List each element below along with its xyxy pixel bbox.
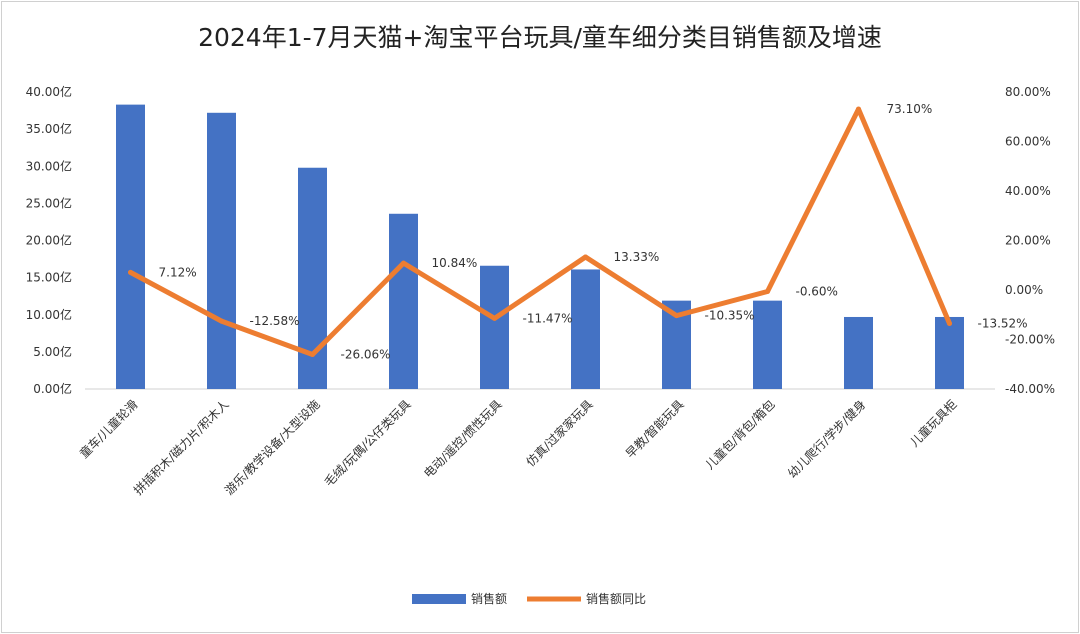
growth-point [310,351,315,357]
growth-point [219,318,224,324]
sales-bar [753,300,782,389]
growth-line [128,106,952,357]
growth-data-label: -11.47% [523,311,573,325]
growth-point [583,254,588,260]
growth-point [765,288,770,294]
growth-point [401,260,406,266]
sales-bar [571,269,600,389]
right-y-tick-label: -40.00% [1005,382,1055,396]
left-y-tick-label: 0.00亿 [33,381,72,396]
category-label: 游乐/教学设备/大型设施 [221,397,322,498]
growth-data-label: -26.06% [341,347,391,361]
right-y-tick-label: -20.00% [1005,333,1055,347]
category-label: 幼儿爬行/学步/健身 [784,397,868,481]
right-y-tick-label: 40.00% [1005,184,1051,198]
sales-bar [116,104,145,389]
left-y-tick-label: 10.00亿 [26,307,72,322]
left-y-tick-label: 15.00亿 [26,270,72,285]
right-y-tick-label: 80.00% [1005,85,1051,99]
growth-data-label: -13.52% [978,316,1028,330]
category-label: 毛绒/玩偶/公仔类玩具 [322,397,414,489]
growth-data-label: -12.58% [250,314,300,328]
growth-data-label: 73.10% [887,102,933,116]
legend: 销售额 销售额同比 [412,591,646,606]
right-y-tick-label: 0.00% [1005,283,1043,297]
bar-series [116,104,964,389]
category-label: 儿童包/背包/箱包 [702,397,778,473]
category-label: 童车/儿童轮滑 [76,397,140,461]
sales-bar [844,316,873,389]
category-label: 儿童玩具柜 [907,397,960,450]
legend-swatch-sales [412,594,466,604]
chart-title: 2024年1-7月天猫+淘宝平台玩具/童车细分类目销售额及增速 [198,23,882,52]
growth-point [947,320,952,326]
growth-data-label: -0.60% [796,284,838,298]
right-y-tick-label: 20.00% [1005,234,1051,248]
sales-bar [935,316,964,389]
growth-data-label: -10.35% [705,309,755,323]
left-y-tick-label: 35.00亿 [26,121,72,136]
category-label: 电动/遥控/惯性玩具 [420,397,504,481]
growth-point [492,315,497,321]
category-label: 拼插积木/磁力片/积木人 [130,397,231,498]
growth-point [674,313,679,319]
line-series [128,106,952,357]
legend-label-sales: 销售额 [471,591,507,606]
data-labels: 7.12% -12.58% -26.06% 10.84% -11.47% 13.33% -1… [159,102,1028,361]
category-label: 仿真/过家家玩具 [523,397,596,470]
growth-point [128,269,133,275]
growth-data-label: 13.33% [614,250,660,264]
legend-label-growth: 销售额同比 [586,591,646,606]
growth-point [856,106,861,112]
left-y-tick-label: 30.00亿 [26,158,72,173]
left-y-tick-label: 5.00亿 [33,344,72,359]
left-y-tick-label: 25.00亿 [26,195,72,210]
sales-bar [389,213,418,389]
growth-data-label: 7.12% [159,265,197,279]
left-y-tick-label: 20.00亿 [26,233,72,248]
sales-bar [207,112,236,389]
growth-data-label: 10.84% [432,256,478,270]
sales-bar [480,265,509,389]
category-label: 早教/智能玩具 [622,397,686,461]
right-y-tick-label: 60.00% [1005,135,1051,149]
axes: 0.00亿 5.00亿 10.00亿 15.00亿 20.00亿 25.00亿 30.00亿… [26,84,1055,396]
left-y-tick-label: 40.00亿 [26,84,72,99]
